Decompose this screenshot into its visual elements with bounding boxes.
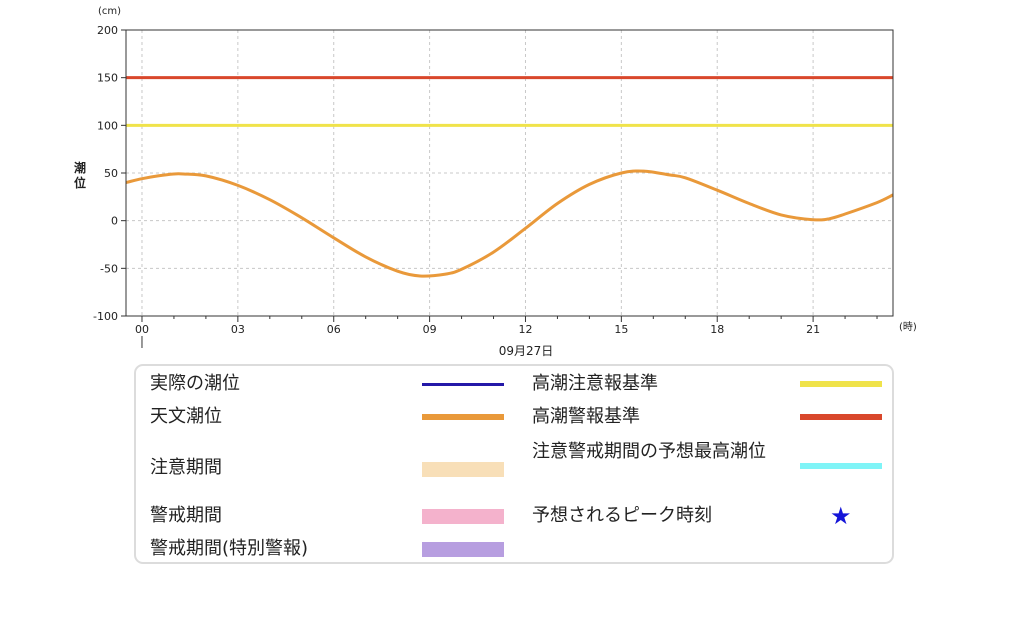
y-tick-label: -100	[93, 310, 118, 323]
y-tick-label: 50	[104, 167, 118, 180]
tide-chart: 200 150 100 50 0 -50 -100 00 03 06 09 12 15 18 21 (cm…	[74, 6, 917, 358]
x-axis-ticks: 00 03 06 09 12 15 18 21	[135, 316, 878, 336]
legend-label: 警戒期間	[150, 505, 222, 526]
legend-label: 実際の潮位	[150, 373, 240, 394]
y-tick-label: 150	[97, 72, 118, 85]
y-axis-ticks: 200 150 100 50 0 -50 -100	[93, 24, 126, 323]
legend-label: 高潮警報基準	[532, 406, 640, 427]
star-icon: ★	[830, 502, 852, 530]
x-tick-label: 09	[423, 323, 437, 336]
grid-lines	[126, 30, 893, 316]
legend-swatch	[800, 414, 882, 420]
legend-swatch	[800, 381, 882, 387]
x-tick-label: 18	[710, 323, 724, 336]
legend-swatch	[422, 461, 504, 477]
x-tick-label: 15	[614, 323, 628, 336]
x-tick-label: 06	[327, 323, 341, 336]
legend-swatch	[800, 463, 882, 469]
legend-swatch	[422, 382, 504, 386]
legend-label: 警戒期間(特別警報)	[150, 538, 309, 559]
y-tick-label: 0	[111, 215, 118, 228]
legend-label: 注意警戒期間の予想最高潮位	[532, 441, 766, 462]
y-axis-unit: (cm)	[98, 6, 121, 17]
legend-box: 実際の潮位天文潮位注意期間警戒期間警戒期間(特別警報) 高潮注意報基準 高潮警報基準…	[134, 364, 894, 564]
legend-swatch	[422, 541, 504, 557]
legend-label: 注意期間	[150, 457, 222, 478]
legend-swatch	[422, 414, 504, 420]
legend-label: 予想されるピーク時刻	[532, 505, 712, 526]
x-tick-label: 21	[806, 323, 820, 336]
legend-label: 天文潮位	[150, 406, 222, 427]
x-tick-label: 00	[135, 323, 149, 336]
y-tick-label: -50	[100, 262, 118, 275]
x-axis-unit: (時)	[899, 321, 917, 333]
legend-label: 高潮注意報基準	[532, 373, 658, 394]
x-tick-label: 03	[231, 323, 245, 336]
series-layer	[125, 76, 894, 278]
series-line-0	[125, 169, 894, 278]
y-tick-label: 100	[97, 119, 118, 132]
legend-swatch	[422, 508, 504, 524]
date-label: 09月27日	[499, 344, 554, 358]
x-tick-label: 12	[518, 323, 532, 336]
y-tick-label: 200	[97, 24, 118, 37]
y-axis-label: 潮位	[74, 160, 86, 190]
